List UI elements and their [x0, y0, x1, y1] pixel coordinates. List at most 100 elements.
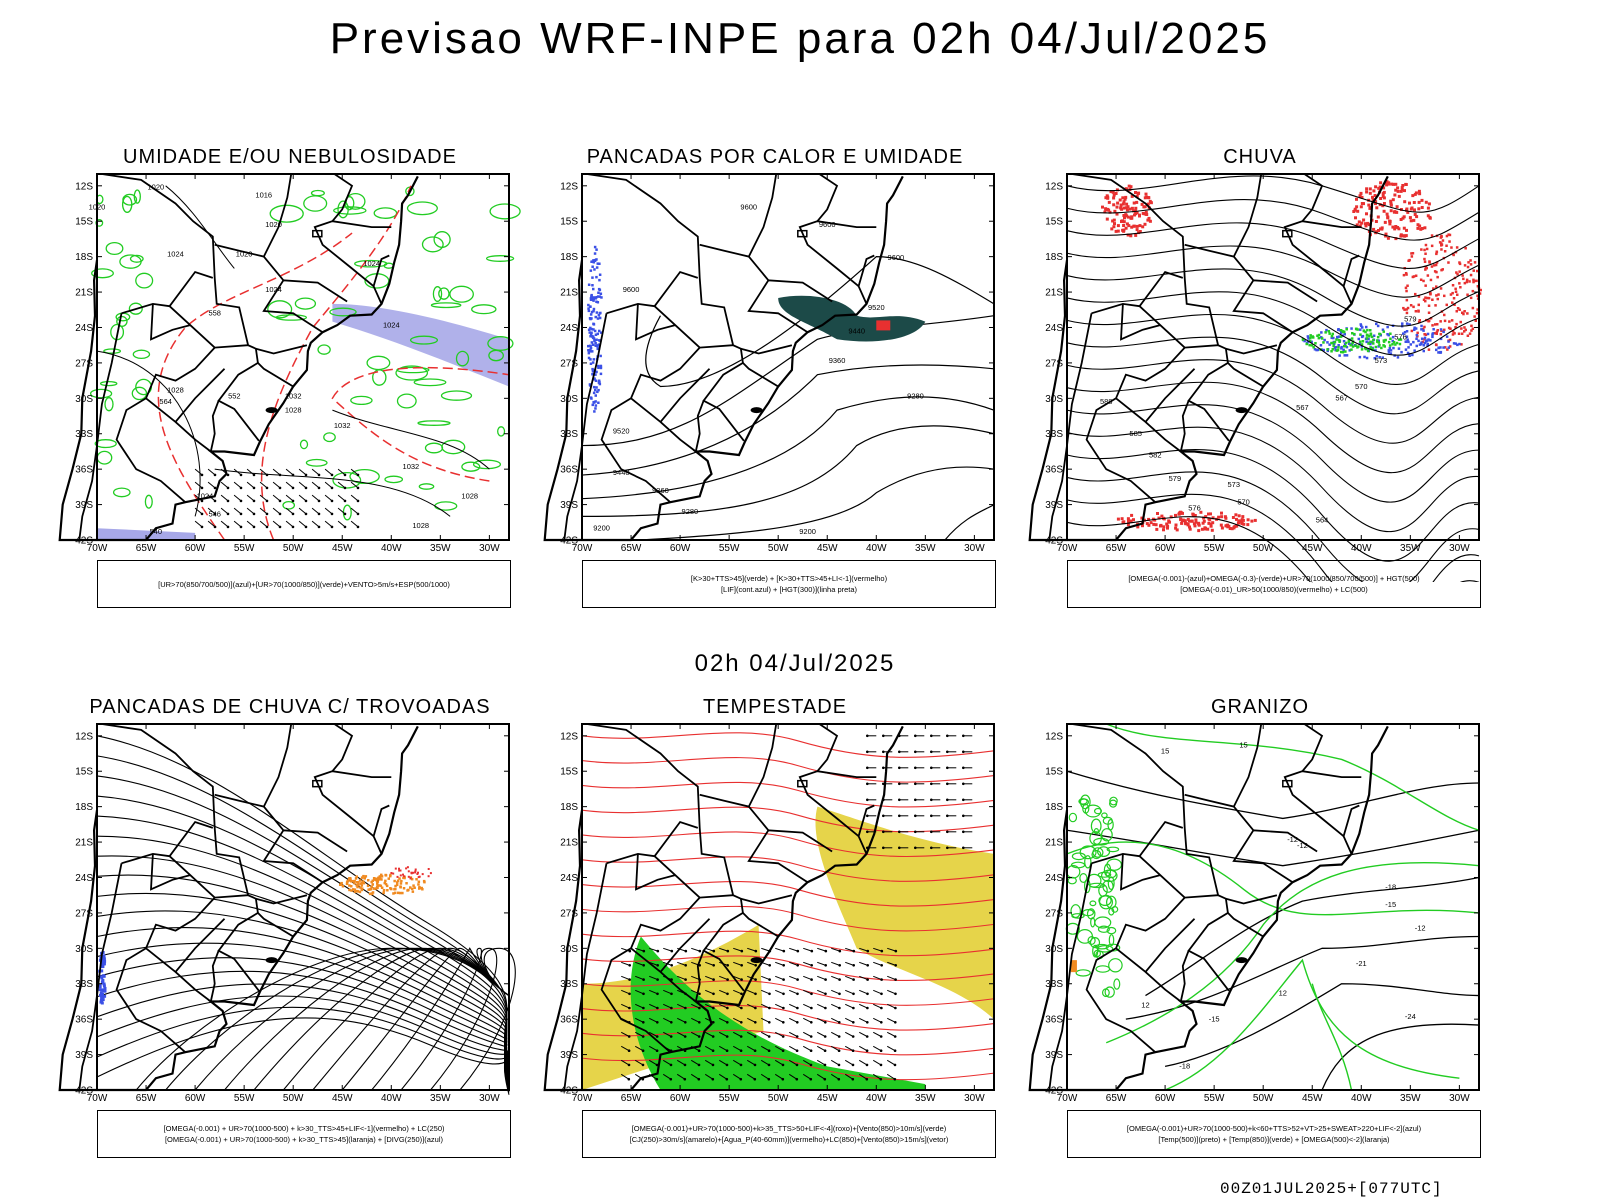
temp-850-contour [1102, 816, 1113, 825]
green-contour [489, 203, 521, 220]
storm-area [399, 869, 402, 872]
country-border [1138, 305, 1219, 349]
wind-vector [781, 1035, 785, 1038]
contour-label: 9280 [907, 391, 924, 400]
rain-area [1123, 216, 1126, 220]
lon-label: 40W [866, 543, 887, 554]
rain-area [1201, 521, 1205, 525]
contour-label: 9360 [829, 356, 846, 365]
lat-label: 39S [1045, 1050, 1063, 1061]
wind-vector [739, 1063, 743, 1067]
convection-area [350, 889, 353, 892]
country-border [1342, 254, 1360, 305]
wind-vector [712, 964, 715, 967]
legend-box: [OMEGA(-0.001) + UR>70(1000-500) + k>30_… [97, 1110, 511, 1158]
wind-vector [732, 1045, 742, 1052]
wind-vector [859, 1003, 868, 1009]
lon-label: 40W [381, 543, 402, 554]
rain-area [1434, 263, 1438, 267]
rain-area [1144, 210, 1148, 214]
rain-area [1186, 523, 1190, 527]
contour-label: 1024 [167, 250, 184, 259]
convection-area [407, 888, 410, 892]
lon-label: 45W [817, 1093, 838, 1104]
omega-strong-area [1394, 343, 1397, 346]
wind-vector [768, 992, 771, 996]
lat-label: 33S [1045, 979, 1063, 990]
wind-vector [761, 947, 770, 952]
wind-vector [882, 846, 885, 850]
panel-title: TEMPESTADE [702, 696, 848, 718]
wind-vector [761, 1003, 770, 1009]
lif-contour [591, 276, 594, 279]
country-border [262, 723, 293, 808]
omega-strong-area [1363, 346, 1367, 350]
wind-vector [278, 512, 282, 516]
lif-contour [591, 265, 594, 268]
rain-area [1473, 315, 1476, 318]
rain-area [1190, 519, 1194, 523]
lif-contour [588, 305, 592, 308]
omega-strong-area [1345, 328, 1348, 331]
wind-vector [824, 992, 827, 996]
wind-vector [726, 964, 729, 967]
convection-area [423, 880, 426, 884]
coastline [58, 725, 419, 1092]
convection-area [351, 888, 355, 891]
omega-strong-area [1388, 344, 1392, 347]
storm-area [427, 875, 430, 878]
country-border [1225, 894, 1278, 905]
omega-area [1360, 345, 1363, 348]
rain-area [1380, 227, 1384, 231]
country-border [1138, 820, 1184, 857]
rain-area [1394, 225, 1398, 228]
wind-vector [655, 1035, 659, 1038]
omega-strong-area [1362, 329, 1366, 332]
brasilia-box [1282, 779, 1293, 788]
panel-title: GRANIZO [1210, 696, 1310, 718]
storm-area [409, 877, 412, 880]
rain-area [1104, 208, 1108, 212]
wind-vector [782, 1006, 785, 1010]
omega-strong-area [1343, 330, 1346, 334]
omega-area [1442, 330, 1445, 334]
wind-vector [761, 989, 770, 995]
rain-area [1129, 216, 1133, 220]
convection-area [390, 887, 393, 891]
wind-vector [733, 989, 742, 995]
rain-area [1463, 326, 1466, 329]
rain-area [1132, 209, 1136, 213]
country-border [1179, 950, 1190, 1002]
rain-area [1451, 333, 1455, 336]
rain-area [1126, 523, 1130, 527]
wind-vector [278, 525, 282, 529]
temp-850-contour [1094, 943, 1109, 950]
wind-vector [684, 949, 688, 953]
lat-label: 15S [560, 217, 578, 228]
wind-vector [226, 512, 230, 516]
wind-vector [356, 473, 360, 477]
temp-850-contour [1111, 905, 1119, 913]
lon-label: 50W [768, 1093, 789, 1104]
country-border [586, 723, 745, 992]
lif-contour [588, 317, 592, 320]
contour-label: 1032 [285, 391, 302, 400]
omega-strong-area [1370, 335, 1374, 339]
green-contour [471, 304, 497, 315]
storm-area [421, 873, 424, 876]
wind-vector [838, 1021, 841, 1024]
legend-box: [K>30+TTS>45](verde) + [K>30+TTS>45+LI<-… [582, 560, 996, 608]
omega-strong-area [1349, 344, 1352, 347]
rain-area [1428, 215, 1432, 219]
streamline [1066, 199, 1480, 241]
lif-contour [599, 366, 603, 370]
streamline [96, 1017, 510, 1095]
wind-vector [719, 1017, 728, 1023]
contour-label: 588 [1100, 397, 1113, 406]
omega-area [1343, 354, 1346, 357]
omega-area [1342, 340, 1346, 343]
omega-strong-area [1369, 346, 1372, 349]
rain-area [1368, 191, 1372, 195]
omega-strong-area [1366, 334, 1369, 337]
lon-label: 60W [1155, 1093, 1176, 1104]
